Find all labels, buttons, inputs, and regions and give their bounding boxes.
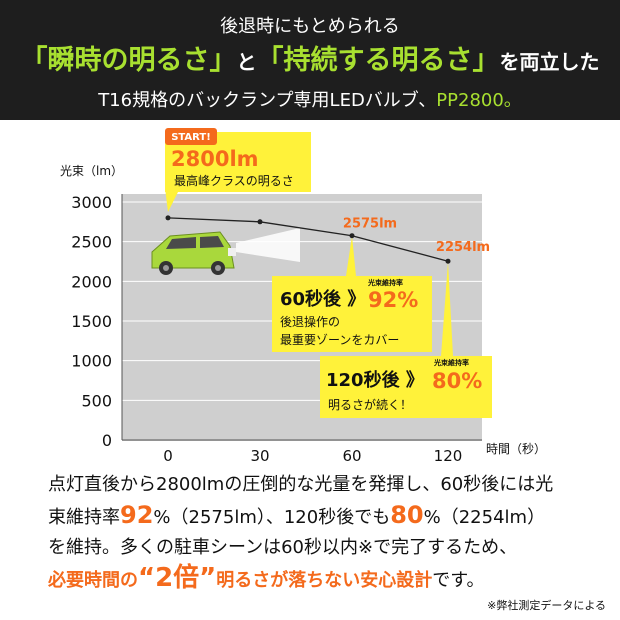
description-line1: 点灯直後から2800lmの圧倒的な光量を発揮し、60秒後には光 <box>48 474 554 495</box>
description: 点灯直後から2800lmの圧倒的な光量を発揮し、60秒後には光 束維持率92%（… <box>48 470 608 596</box>
footnote: ※弊社測定データによる <box>487 599 606 612</box>
y-tick-label: 2500 <box>71 233 112 252</box>
y-tick-label: 500 <box>81 391 112 410</box>
callout-60-percent: 92% <box>368 288 418 312</box>
x-axis-label: 時間（秒） <box>486 442 546 456</box>
desc-highlight2: 明るさが落ちない安心設計 <box>216 570 433 591</box>
header-to: と <box>236 50 257 74</box>
callout-60-line2: 最重要ゾーンをカバー <box>280 333 399 347</box>
desc-highlight: 必要時間の <box>48 570 138 591</box>
header-line2: 「瞬時の明るさ」と「持続する明るさ」を両立した <box>0 38 620 77</box>
callout-60-pointer <box>346 236 356 276</box>
desc-percent-80: 80 <box>390 501 424 529</box>
callout-120-title: 120秒後 》 <box>326 369 424 391</box>
car-icon <box>151 228 300 275</box>
x-tick-label: 0 <box>163 447 173 465</box>
callout-120 <box>320 356 492 418</box>
desc-double: “2倍” <box>138 563 217 593</box>
start-value: 2800lm <box>171 147 259 171</box>
desc-text: %（2575lm）、120秒後でも <box>153 507 391 528</box>
callout-60-line1: 後退操作の <box>280 314 340 329</box>
desc-percent-92: 92 <box>120 501 154 529</box>
callout-60-title: 60秒後 》 <box>280 288 365 310</box>
y-axis-label: 光束（lm） <box>60 164 123 178</box>
header-line3: T16規格のバックランプ専用LEDバルブ、PP2800。 <box>0 86 620 112</box>
start-callout-pointer <box>165 188 180 212</box>
chart: 0 500 1000 1500 2000 2500 3000 0 30 60 120 光束（lm）… <box>0 120 620 470</box>
callout-120-pointer <box>441 262 453 356</box>
start-desc: 最高峰クラスの明るさ <box>174 173 294 188</box>
x-tick-label: 30 <box>250 447 269 465</box>
y-tick-label: 1500 <box>71 312 112 331</box>
data-point <box>445 258 451 264</box>
y-tick-label: 0 <box>102 431 112 450</box>
data-point <box>165 215 171 221</box>
y-tick-label: 3000 <box>71 193 112 212</box>
data-label-120: 2254lm <box>436 240 490 255</box>
callout-60-tag: 光束維持率 <box>367 278 403 287</box>
callout-120-percent: 80% <box>432 369 482 393</box>
callout-120-desc: 明るさが続く！ <box>328 397 412 412</box>
start-badge-text: START! <box>171 132 211 143</box>
header-quote-sustain: 「持続する明るさ」 <box>256 45 500 76</box>
y-tick-label: 1000 <box>71 352 112 371</box>
data-point <box>349 233 355 239</box>
description-line3: を維持。多くの駐車シーンは60秒以内※で完了するため、 <box>48 537 518 558</box>
data-point <box>257 219 263 225</box>
data-label-60: 2575lm <box>343 217 397 232</box>
header-banner: 後退時にもとめられる 「瞬時の明るさ」と「持続する明るさ」を両立した T16規格… <box>0 0 620 120</box>
header-line2-end: を両立した <box>499 50 600 74</box>
x-tick-label: 120 <box>434 447 463 465</box>
y-tick-label: 2000 <box>71 272 112 291</box>
desc-end: です。 <box>432 570 485 591</box>
desc-text: 束維持率 <box>48 507 120 528</box>
series-line <box>167 217 449 262</box>
header-model: PP2800。 <box>436 90 522 111</box>
header-quote-instant: 「瞬時の明るさ」 <box>20 45 237 76</box>
callout-60 <box>272 276 432 352</box>
header-line1: 後退時にもとめられる <box>220 16 400 37</box>
callout-120-tag: 光束維持率 <box>433 358 469 367</box>
description-line4: 必要時間の“2倍”明るさが落ちない安心設計です。 <box>48 563 608 596</box>
description-line2: 束維持率92%（2575lm）、120秒後でも80%（2254lm） <box>48 500 608 533</box>
start-badge <box>165 128 217 145</box>
header-line3-text: T16規格のバックランプ専用LEDバルブ、 <box>98 90 437 111</box>
x-tick-label: 60 <box>342 447 361 465</box>
desc-text: %（2254lm） <box>423 507 546 528</box>
